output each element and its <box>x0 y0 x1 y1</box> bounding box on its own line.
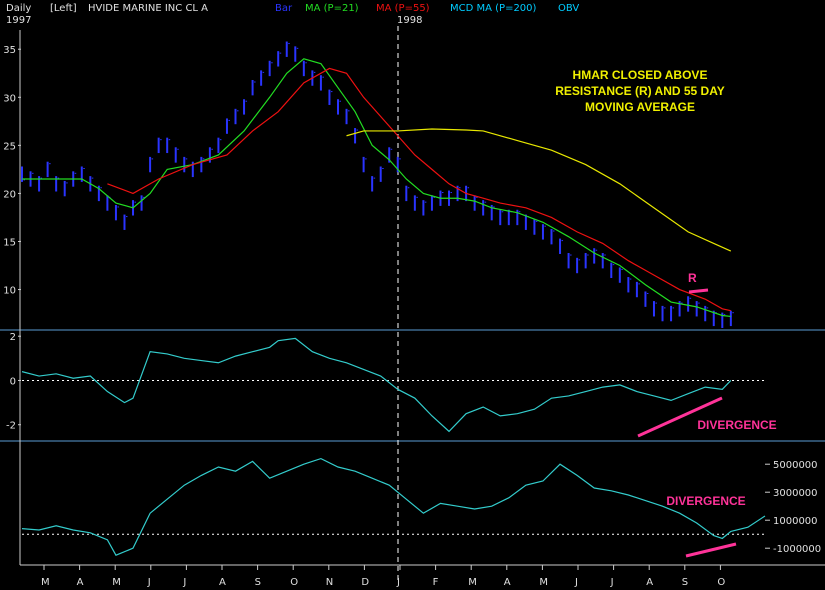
y-tick-label: 35 <box>3 45 16 56</box>
y-tick-label: 3000000 <box>773 488 818 499</box>
y-tick-label: 25 <box>3 141 16 152</box>
legend-item: MA (P=55) <box>376 3 430 14</box>
divergence-label: DIVERGENCE <box>697 418 776 432</box>
x-tick-label: A <box>504 577 511 588</box>
y-tick-label: 10 <box>3 286 16 297</box>
annotation-text: HMAR CLOSED ABOVE <box>573 68 708 82</box>
y-tick-label: 15 <box>3 237 16 248</box>
legend-item: MCD MA (P=200) <box>450 3 537 14</box>
axis-side-label: [Left] <box>50 3 77 14</box>
series-line <box>21 337 732 433</box>
y-tick-label: -2 <box>6 421 16 432</box>
x-tick-label: J <box>182 577 186 588</box>
x-tick-label: F <box>433 577 439 588</box>
x-tick-label: M <box>468 577 477 588</box>
series-line <box>346 128 732 252</box>
x-tick-label: A <box>77 577 84 588</box>
legend-item: MA (P=21) <box>305 3 359 14</box>
x-tick-label: M <box>41 577 50 588</box>
x-tick-label: S <box>682 577 688 588</box>
y-tick-label: 0 <box>10 376 16 387</box>
divergence-trendline <box>685 542 737 558</box>
resistance-label: R <box>688 271 697 285</box>
x-tick-label: M <box>112 577 121 588</box>
legend-item: OBV <box>558 3 579 14</box>
x-tick-label: O <box>717 577 725 588</box>
year-start-label: 1997 <box>6 15 31 26</box>
x-tick-label: J <box>574 577 578 588</box>
resistance-marker <box>688 288 709 294</box>
x-tick-label: J <box>147 577 151 588</box>
divergence-label: DIVERGENCE <box>666 494 745 508</box>
x-tick-label: J <box>396 577 400 588</box>
series-line <box>21 457 766 556</box>
x-tick-label: S <box>255 577 261 588</box>
annotation-text: MOVING AVERAGE <box>585 100 695 114</box>
x-tick-label: M <box>539 577 548 588</box>
y-tick-label: -1000000 <box>773 544 821 555</box>
x-tick-label: A <box>646 577 653 588</box>
y-tick-label: 20 <box>3 189 16 200</box>
series-line <box>22 58 731 318</box>
divergence-trendline <box>637 396 723 438</box>
x-tick-label: D <box>361 577 369 588</box>
x-tick-label: N <box>326 577 333 588</box>
y-tick-label: 2 <box>10 332 16 343</box>
year-divider-label: 1998 <box>397 15 422 26</box>
y-tick-label: 30 <box>3 93 16 104</box>
legend-item: Bar <box>275 3 293 14</box>
x-tick-label: J <box>610 577 614 588</box>
period-label: Daily <box>6 3 31 14</box>
annotation-text: RESISTANCE (R) AND 55 DAY <box>555 84 725 98</box>
series-line <box>107 67 731 312</box>
x-tick-label: A <box>219 577 226 588</box>
security-name: HVIDE MARINE INC CL A <box>88 3 208 14</box>
x-tick-label: O <box>290 577 298 588</box>
y-tick-label: 5000000 <box>773 460 818 471</box>
y-tick-label: 1000000 <box>773 516 818 527</box>
